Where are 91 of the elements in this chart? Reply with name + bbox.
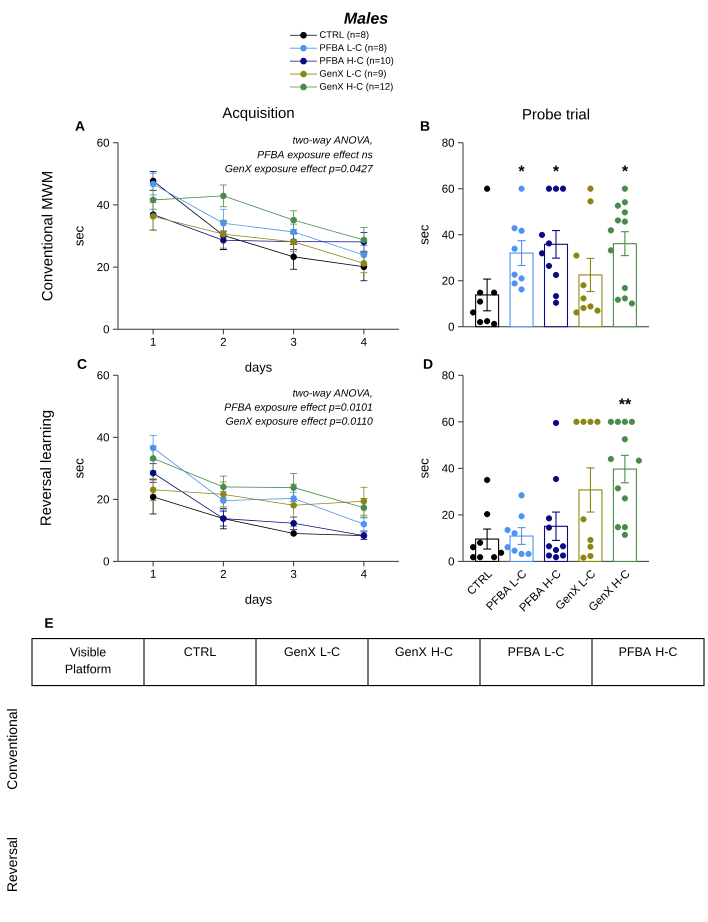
y-tick-label: 40 — [97, 200, 110, 209]
y-axis-title: sec — [421, 224, 429, 244]
category-label: Visible Platform — [66, 647, 110, 674]
category-label: PFBA H-C — [620, 647, 677, 656]
category-label: GenX L-C — [284, 647, 340, 656]
text: Conventional MWM — [42, 172, 52, 300]
text: C — [78, 359, 87, 369]
category-label: Reversal — [6, 838, 18, 891]
point — [360, 260, 368, 267]
y-axis-title: sec — [76, 226, 84, 246]
x-tick-label: 1 — [150, 338, 156, 346]
point — [150, 444, 156, 452]
text: B — [420, 121, 430, 131]
y-tick-label: 60 — [442, 418, 454, 426]
y-tick-label: 60 — [97, 371, 110, 380]
y-tick-label: 20 — [97, 495, 110, 504]
point — [150, 196, 156, 204]
point — [360, 504, 368, 512]
chart-title: Probe trial — [523, 108, 590, 120]
point — [290, 520, 297, 527]
point — [290, 495, 297, 502]
text: D — [424, 359, 432, 369]
annotation: ** — [618, 398, 632, 404]
annotation: two-way ANOVA, — [293, 389, 372, 399]
legend-label: PFBA H-C (n=10) — [320, 56, 394, 66]
y-tick-label: 0 — [104, 557, 110, 566]
point — [150, 180, 156, 188]
legend-label: GenX L-C (n=9) — [320, 70, 386, 79]
annotation: two-way ANOVA, — [293, 136, 372, 146]
category-label: GenX H-C — [396, 647, 453, 656]
point — [220, 491, 227, 498]
y-tick-label: 40 — [97, 433, 110, 442]
y-tick-label: 0 — [448, 557, 454, 566]
point — [150, 470, 156, 476]
x-tick-label: 2 — [220, 338, 226, 346]
y-tick-label: 20 — [442, 276, 454, 285]
x-tick-label: 3 — [290, 338, 296, 346]
y-tick-label: 40 — [442, 464, 454, 472]
annotation: GenX exposure effect p=0.0427 — [225, 164, 374, 174]
category-label: CTRL — [184, 647, 216, 656]
x-axis-title: days — [245, 594, 272, 606]
point — [290, 216, 297, 224]
annotation: * — [552, 166, 560, 172]
x-tick-label: 4 — [360, 570, 367, 578]
y-axis-title: sec — [421, 458, 429, 478]
annotation: GenX exposure effect p=0.0110 — [226, 417, 373, 427]
point — [150, 486, 156, 494]
annotation: * — [622, 166, 628, 172]
category-label: Conventional — [6, 709, 18, 790]
point — [290, 254, 297, 260]
x-tick-label: 2 — [220, 570, 226, 578]
annotation: PFBA exposure effect ns — [257, 150, 373, 160]
point — [290, 530, 297, 537]
y-tick-label: 40 — [442, 230, 454, 239]
y-tick-label: 20 — [442, 510, 454, 519]
y-tick-label: 20 — [97, 263, 110, 272]
point — [220, 237, 227, 244]
x-tick-label: 1 — [150, 570, 156, 578]
point — [290, 228, 297, 236]
point — [150, 494, 156, 500]
chart-title: Acquisition — [222, 107, 294, 121]
text: A — [75, 121, 85, 131]
point — [220, 220, 227, 227]
point — [290, 484, 297, 491]
point — [360, 498, 368, 505]
x-tick-label: 4 — [360, 338, 367, 346]
point — [360, 252, 368, 258]
text: Males — [344, 12, 388, 24]
point — [150, 455, 156, 462]
point — [220, 484, 227, 490]
y-tick-label: 60 — [97, 138, 110, 147]
y-tick-label: 0 — [104, 325, 110, 334]
x-axis-title: days — [245, 362, 272, 374]
legend-label: GenX H-C (n=12) — [320, 82, 393, 92]
y-tick-label: 0 — [448, 322, 454, 331]
point — [220, 497, 227, 504]
point — [360, 520, 368, 528]
point — [220, 192, 227, 200]
y-tick-label: 80 — [442, 138, 454, 147]
y-tick-label: 80 — [442, 371, 454, 380]
text: E — [45, 618, 54, 628]
x-tick-label: 3 — [290, 570, 296, 578]
point — [290, 502, 297, 509]
y-axis-title: sec — [76, 458, 84, 478]
text: Reversal learning — [40, 410, 54, 525]
category-label: PFBA L-C — [508, 647, 564, 656]
legend-label: CTRL (n=8) — [320, 31, 368, 40]
annotation: * — [518, 166, 525, 172]
legend-label: PFBA L-C (n=8) — [320, 44, 386, 53]
annotation: PFBA exposure effect p=0.0101 — [224, 403, 372, 413]
y-tick-label: 60 — [442, 184, 454, 193]
